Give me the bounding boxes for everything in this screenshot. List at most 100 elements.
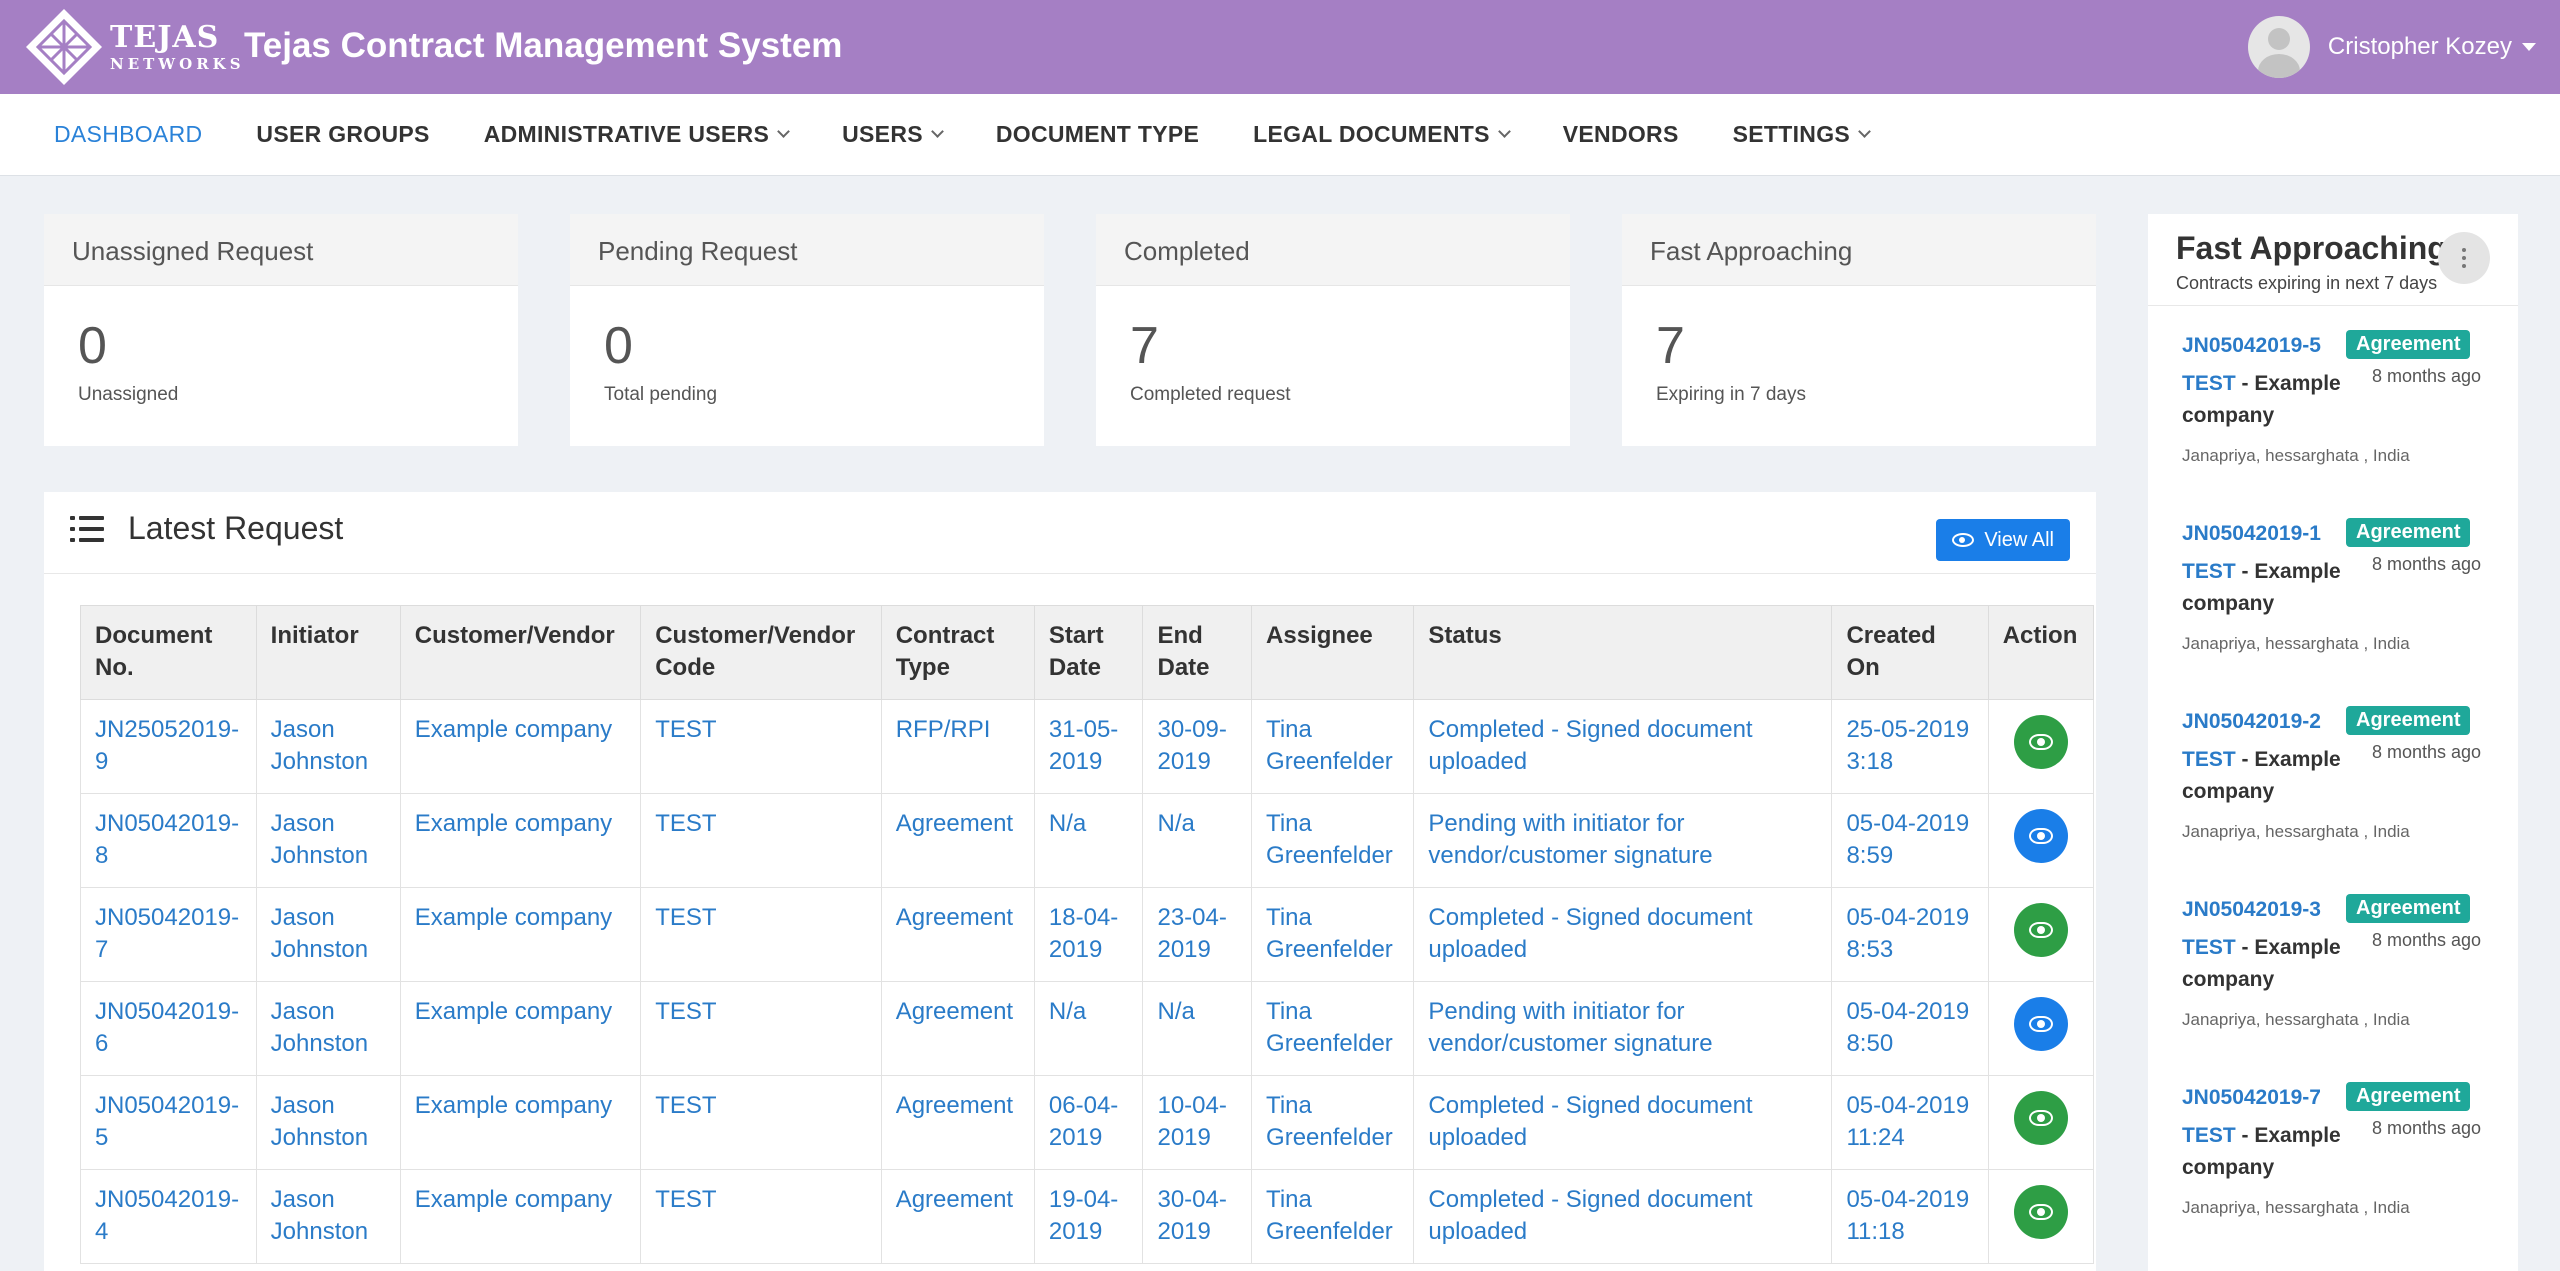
initiator-cell[interactable]: Jason Johnston [255,793,401,888]
column-header[interactable]: Document No. [80,605,257,700]
end-date-cell[interactable]: N/a [1142,793,1253,888]
view-button[interactable] [2013,809,2068,863]
document-no-cell[interactable]: JN05042019-8 [80,793,257,888]
nav-administrative-users[interactable]: ADMINISTRATIVE USERS [484,121,790,148]
initiator-cell[interactable]: Jason Johnston [255,699,401,794]
contract-code-link[interactable]: JN05042019-1 [2182,522,2321,545]
created-on-cell[interactable]: 05-04-2019 11:24 [1831,1075,1989,1170]
column-header[interactable]: Created On [1831,605,1989,700]
document-no-cell[interactable]: JN25052019-9 [80,699,257,794]
vendor-code-cell[interactable]: TEST [640,887,882,982]
vendor-code-cell[interactable]: TEST [640,981,882,1076]
start-date-cell[interactable]: N/a [1033,981,1144,1076]
assignee-cell[interactable]: Tina Greenfelder [1251,1169,1415,1264]
column-header[interactable]: Initiator [255,605,401,700]
end-date-cell[interactable]: 30-09-2019 [1142,699,1253,794]
nav-document-type[interactable]: DOCUMENT TYPE [996,121,1199,148]
end-date-cell[interactable]: N/a [1142,981,1253,1076]
vendor-cell[interactable]: Example company [399,981,642,1076]
vendor-cell[interactable]: Example company [399,699,642,794]
contract-type-cell[interactable]: Agreement [880,1075,1035,1170]
start-date-cell[interactable]: N/a [1033,793,1144,888]
vendor-cell[interactable]: Example company [399,1169,642,1264]
vendor-cell[interactable]: Example company [399,1075,642,1170]
vendor-code[interactable]: TEST [2182,372,2236,395]
document-no-cell[interactable]: JN05042019-4 [80,1169,257,1264]
end-date-cell[interactable]: 30-04-2019 [1142,1169,1253,1264]
contract-type-cell[interactable]: Agreement [880,981,1035,1076]
column-header[interactable]: End Date [1142,605,1253,700]
end-date-cell[interactable]: 10-04-2019 [1142,1075,1253,1170]
created-on-cell[interactable]: 05-04-2019 11:18 [1831,1169,1989,1264]
assignee-cell[interactable]: Tina Greenfelder [1251,981,1415,1076]
created-on-cell[interactable]: 05-04-2019 8:50 [1831,981,1989,1076]
nav-legal-documents[interactable]: LEGAL DOCUMENTS [1253,121,1511,148]
nav-users[interactable]: USERS [842,121,944,148]
vendor-code-cell[interactable]: TEST [640,793,882,888]
expiring-item[interactable]: JN05042019-2 Agreement 8 months ago TEST -… [2182,682,2518,870]
more-vertical-icon[interactable] [2438,232,2490,284]
nav-vendors[interactable]: VENDORS [1563,121,1679,148]
status-cell[interactable]: Pending with initiator for vendor/custom… [1413,793,1833,888]
contract-code-link[interactable]: JN05042019-7 [2182,1086,2321,1109]
document-no-cell[interactable]: JN05042019-5 [80,1075,257,1170]
initiator-cell[interactable]: Jason Johnston [255,981,401,1076]
assignee-cell[interactable]: Tina Greenfelder [1251,699,1415,794]
vendor-code[interactable]: TEST [2182,936,2236,959]
expiring-item[interactable]: JN05042019-3 Agreement 8 months ago TEST -… [2182,870,2518,1058]
vendor-code-cell[interactable]: TEST [640,1075,882,1170]
assignee-cell[interactable]: Tina Greenfelder [1251,793,1415,888]
initiator-cell[interactable]: Jason Johnston [255,1169,401,1264]
view-all-button[interactable]: View All [1936,519,2070,561]
column-header[interactable]: Action [1987,605,2095,700]
user-menu[interactable]: Cristopher Kozey [2247,14,2536,80]
contract-type-cell[interactable]: Agreement [880,1169,1035,1264]
column-header[interactable]: Customer/Vendor Code [640,605,882,700]
assignee-cell[interactable]: Tina Greenfelder [1251,887,1415,982]
assignee-cell[interactable]: Tina Greenfelder [1251,1075,1415,1170]
view-button[interactable] [2013,903,2068,957]
column-header[interactable]: Status [1413,605,1833,700]
vendor-code[interactable]: TEST [2182,748,2236,771]
view-button[interactable] [2013,1091,2068,1145]
start-date-cell[interactable]: 06-04-2019 [1033,1075,1144,1170]
view-button[interactable] [2013,1185,2068,1239]
nav-user-groups[interactable]: USER GROUPS [256,121,429,148]
company-logo[interactable]: TEJAS NETWORKS [24,8,241,86]
start-date-cell[interactable]: 31-05-2019 [1033,699,1144,794]
vendor-code-cell[interactable]: TEST [640,699,882,794]
document-no-cell[interactable]: JN05042019-7 [80,887,257,982]
contract-type-cell[interactable]: Agreement [880,887,1035,982]
status-cell[interactable]: Completed - Signed document uploaded [1413,1169,1833,1264]
document-no-cell[interactable]: JN05042019-6 [80,981,257,1076]
start-date-cell[interactable]: 19-04-2019 [1033,1169,1144,1264]
status-cell[interactable]: Completed - Signed document uploaded [1413,699,1833,794]
contract-type-cell[interactable]: Agreement [880,793,1035,888]
end-date-cell[interactable]: 23-04-2019 [1142,887,1253,982]
contract-code-link[interactable]: JN05042019-2 [2182,710,2321,733]
initiator-cell[interactable]: Jason Johnston [255,1075,401,1170]
status-cell[interactable]: Completed - Signed document uploaded [1413,887,1833,982]
vendor-cell[interactable]: Example company [399,793,642,888]
column-header[interactable]: Customer/Vendor [399,605,642,700]
nav-dashboard[interactable]: DASHBOARD [54,121,202,148]
contract-type-cell[interactable]: RFP/RPI [880,699,1035,794]
created-on-cell[interactable]: 25-05-2019 3:18 [1831,699,1989,794]
expiring-item[interactable]: JN05042019-7 Agreement 8 months ago TEST -… [2182,1058,2518,1246]
expiring-item[interactable]: JN05042019-5 Agreement 8 months ago TEST -… [2182,306,2518,494]
contract-code-link[interactable]: JN05042019-5 [2182,334,2321,357]
created-on-cell[interactable]: 05-04-2019 8:53 [1831,887,1989,982]
contract-code-link[interactable]: JN05042019-3 [2182,898,2321,921]
column-header[interactable]: Start Date [1033,605,1144,700]
expiring-item[interactable]: JN05042019-1 Agreement 8 months ago TEST -… [2182,494,2518,682]
initiator-cell[interactable]: Jason Johnston [255,887,401,982]
vendor-code-cell[interactable]: TEST [640,1169,882,1264]
status-cell[interactable]: Completed - Signed document uploaded [1413,1075,1833,1170]
view-button[interactable] [2013,715,2068,769]
column-header[interactable]: Assignee [1251,605,1415,700]
vendor-code[interactable]: TEST [2182,560,2236,583]
vendor-cell[interactable]: Example company [399,887,642,982]
column-header[interactable]: Contract Type [880,605,1035,700]
created-on-cell[interactable]: 05-04-2019 8:59 [1831,793,1989,888]
nav-settings[interactable]: SETTINGS [1733,121,1871,148]
